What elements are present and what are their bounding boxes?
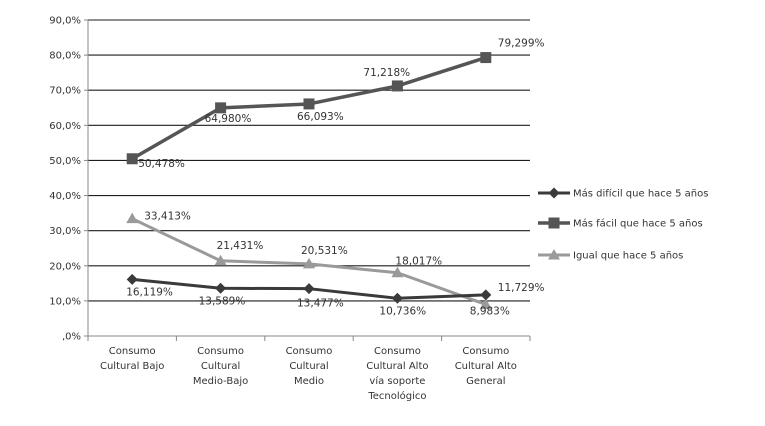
y-tick-label: 20,0% — [49, 261, 81, 272]
y-axis: ,0% 10,0% 20,0% 30,0% 40,0% 50,0% 60,0% 70,0% 80… — [49, 16, 88, 343]
diamond-marker — [127, 274, 138, 285]
x-category-label: Consumo Cultural Medio-Bajo — [193, 346, 248, 387]
legend: Más difícil que hace 5 años Más fácil que… — [538, 188, 708, 262]
diamond-marker — [304, 283, 315, 294]
y-tick-label: ,0% — [62, 332, 81, 343]
x-category-label: Consumo Cultural Alto vía soporte Tecnológi… — [366, 346, 428, 402]
triangle-marker — [126, 213, 138, 224]
y-tick-label: 80,0% — [49, 51, 81, 62]
legend-label: Igual que hace 5 años — [573, 251, 683, 262]
legend-label: Más difícil que hace 5 años — [573, 188, 708, 200]
data-label: 20,531% — [301, 245, 348, 257]
diamond-marker — [549, 188, 560, 199]
data-label: 13,477% — [297, 298, 344, 310]
data-label: 66,093% — [297, 111, 344, 123]
data-label: 18,017% — [395, 256, 442, 268]
square-marker — [480, 52, 491, 63]
diamond-marker — [392, 293, 403, 304]
y-tick-label: 10,0% — [49, 296, 81, 307]
data-label: 50,478% — [138, 158, 185, 170]
data-label: 33,413% — [144, 211, 191, 223]
x-category-label: Consumo Cultural Bajo — [100, 346, 164, 372]
x-axis: Consumo Cultural Bajo Consumo Cultural Medio… — [88, 336, 530, 402]
y-tick-label: 50,0% — [49, 156, 81, 167]
data-labels: 16,119% 13,589% 13,477% 10,736% 11,729% 50,47… — [126, 38, 544, 318]
data-label: 11,729% — [498, 282, 545, 294]
diamond-marker — [215, 283, 226, 294]
legend-label: Más fácil que hace 5 años — [573, 218, 703, 230]
square-marker — [549, 218, 560, 229]
data-label: 16,119% — [126, 286, 173, 298]
data-label: 79,299% — [498, 38, 545, 50]
data-label: 13,589% — [199, 295, 246, 307]
diamond-marker — [480, 289, 491, 300]
x-category-label: Consumo Cultural Alto General — [455, 346, 517, 387]
data-label: 21,431% — [217, 240, 264, 252]
y-tick-label: 60,0% — [49, 121, 81, 132]
square-marker — [392, 80, 403, 91]
y-tick-label: 40,0% — [49, 191, 81, 202]
square-marker — [127, 153, 138, 164]
data-label: 71,218% — [363, 67, 410, 79]
y-tick-label: 90,0% — [49, 16, 81, 27]
data-label: 10,736% — [379, 305, 426, 317]
square-marker — [215, 102, 226, 113]
x-category-label: Consumo Cultural Medio — [286, 346, 333, 387]
data-label: 8,983% — [470, 305, 510, 317]
y-tick-label: 30,0% — [49, 226, 81, 237]
square-marker — [304, 98, 315, 109]
y-tick-label: 70,0% — [49, 86, 81, 97]
data-label: 64,980% — [205, 113, 252, 125]
